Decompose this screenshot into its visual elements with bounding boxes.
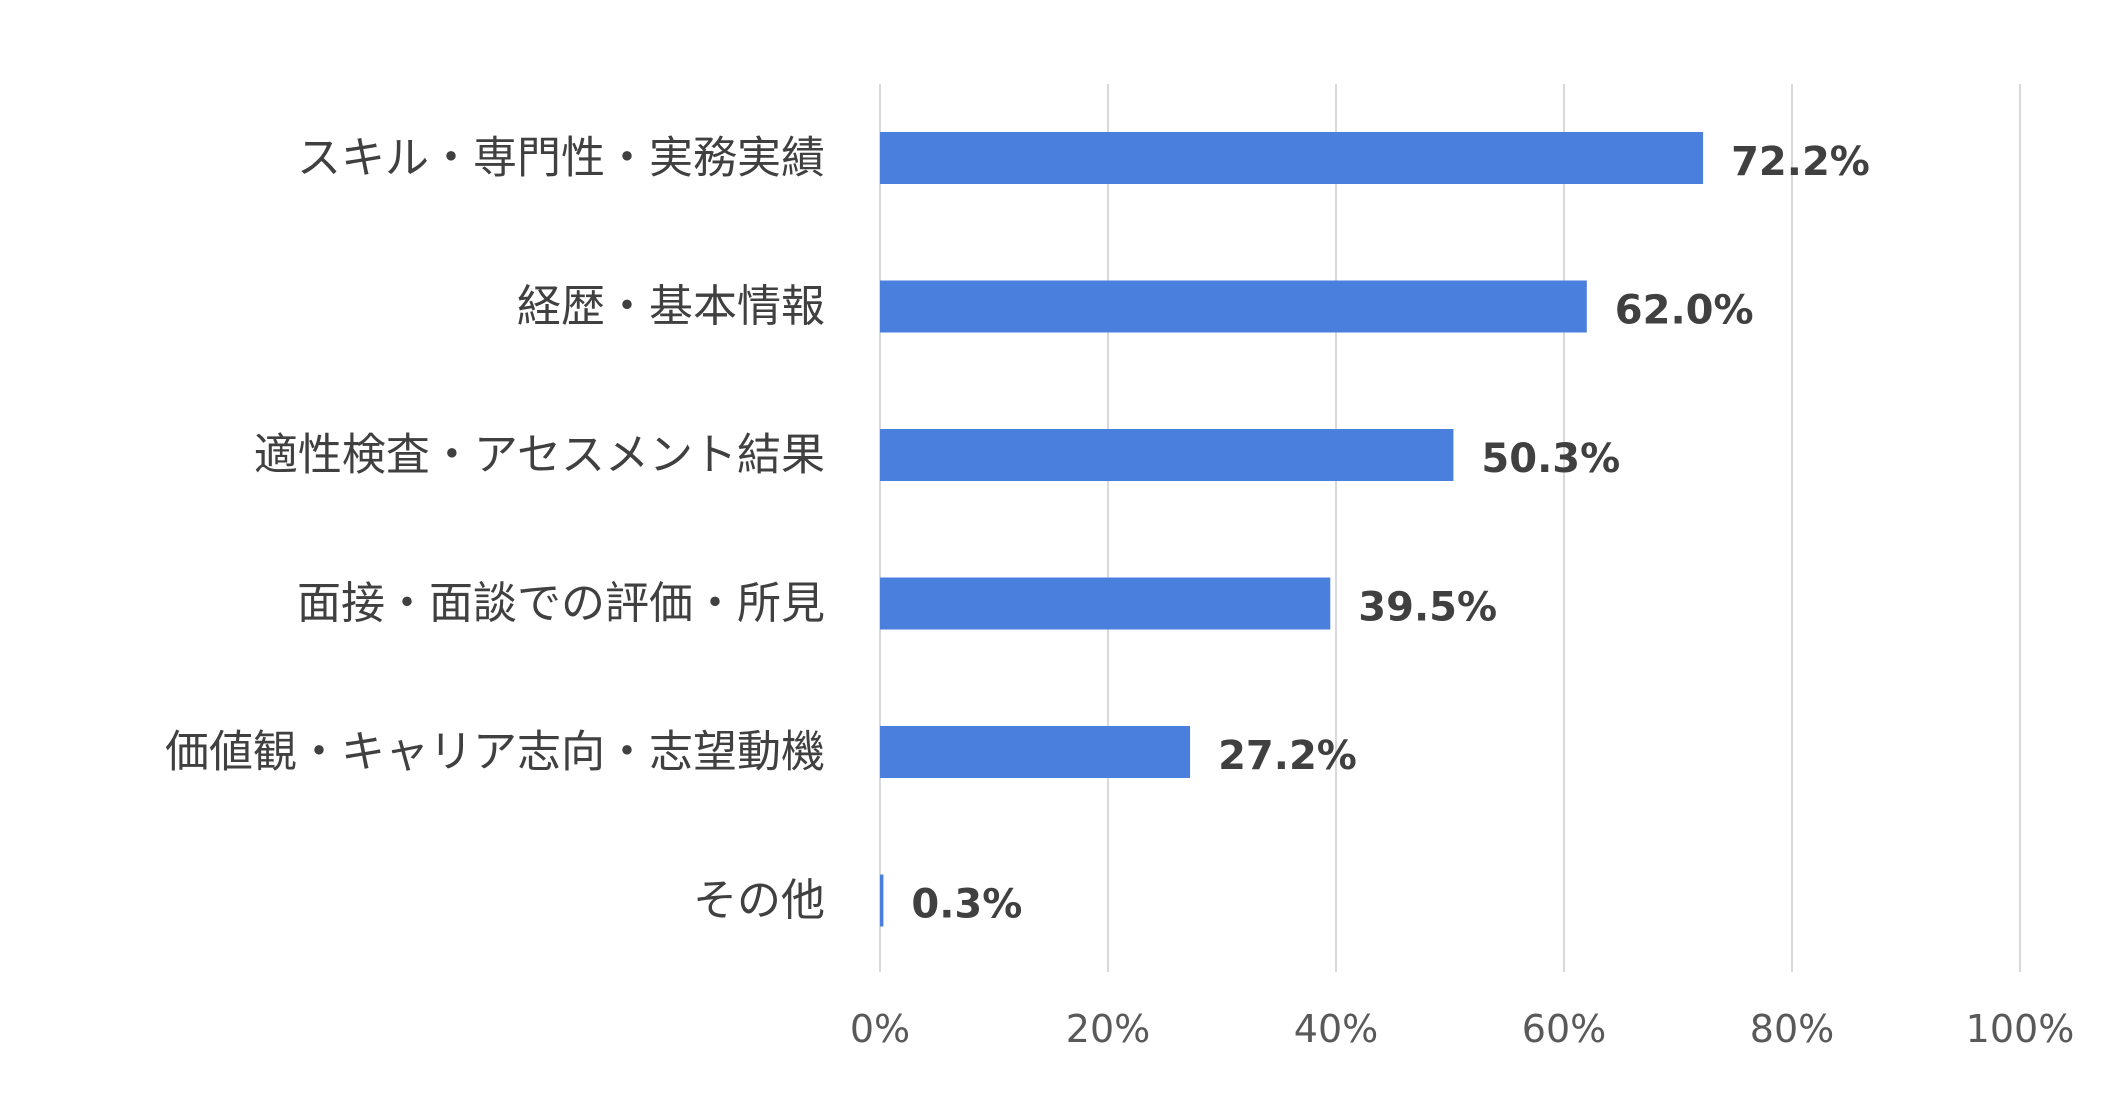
category-label: 経歴・基本情報 [517,281,825,332]
category-label: 価値観・キャリア志向・志望動機 [165,727,825,778]
x-tick-label: 0% [850,1007,910,1051]
value-label: 27.2% [1218,733,1357,779]
category-label: 面接・面談での評価・所見 [297,578,825,629]
gridlines [879,84,2021,972]
x-tick-label: 60% [1522,1007,1606,1051]
bar [880,726,1191,778]
bar [880,429,1454,481]
category-label: スキル・専門性・実務実績 [297,133,825,184]
bar [880,132,1704,184]
bar [880,874,884,927]
value-label: 50.3% [1481,436,1620,482]
bar [880,280,1587,333]
category-labels: スキル・専門性・実務実績経歴・基本情報適性検査・アセスメント結果面接・面談での評… [165,133,825,927]
x-tick-label: 20% [1066,1007,1150,1051]
bar [880,577,1331,630]
x-tick-label: 100% [1966,1007,2075,1051]
value-labels: 72.2% 62.0% 50.3% 39.5% 27.2% 0.3% [911,139,1869,928]
value-label: 39.5% [1358,585,1497,631]
bars [880,132,1704,927]
value-label: 62.0% [1615,288,1754,334]
value-label: 0.3% [911,882,1022,928]
x-axis-tick-labels: 0% 20% 40% 60% 80% 100% [850,1007,2074,1051]
x-tick-label: 40% [1294,1007,1378,1051]
value-label: 72.2% [1731,139,1870,185]
category-label: 適性検査・アセスメント結果 [254,430,825,481]
x-tick-label: 80% [1750,1007,1834,1051]
category-label: その他 [693,875,825,926]
